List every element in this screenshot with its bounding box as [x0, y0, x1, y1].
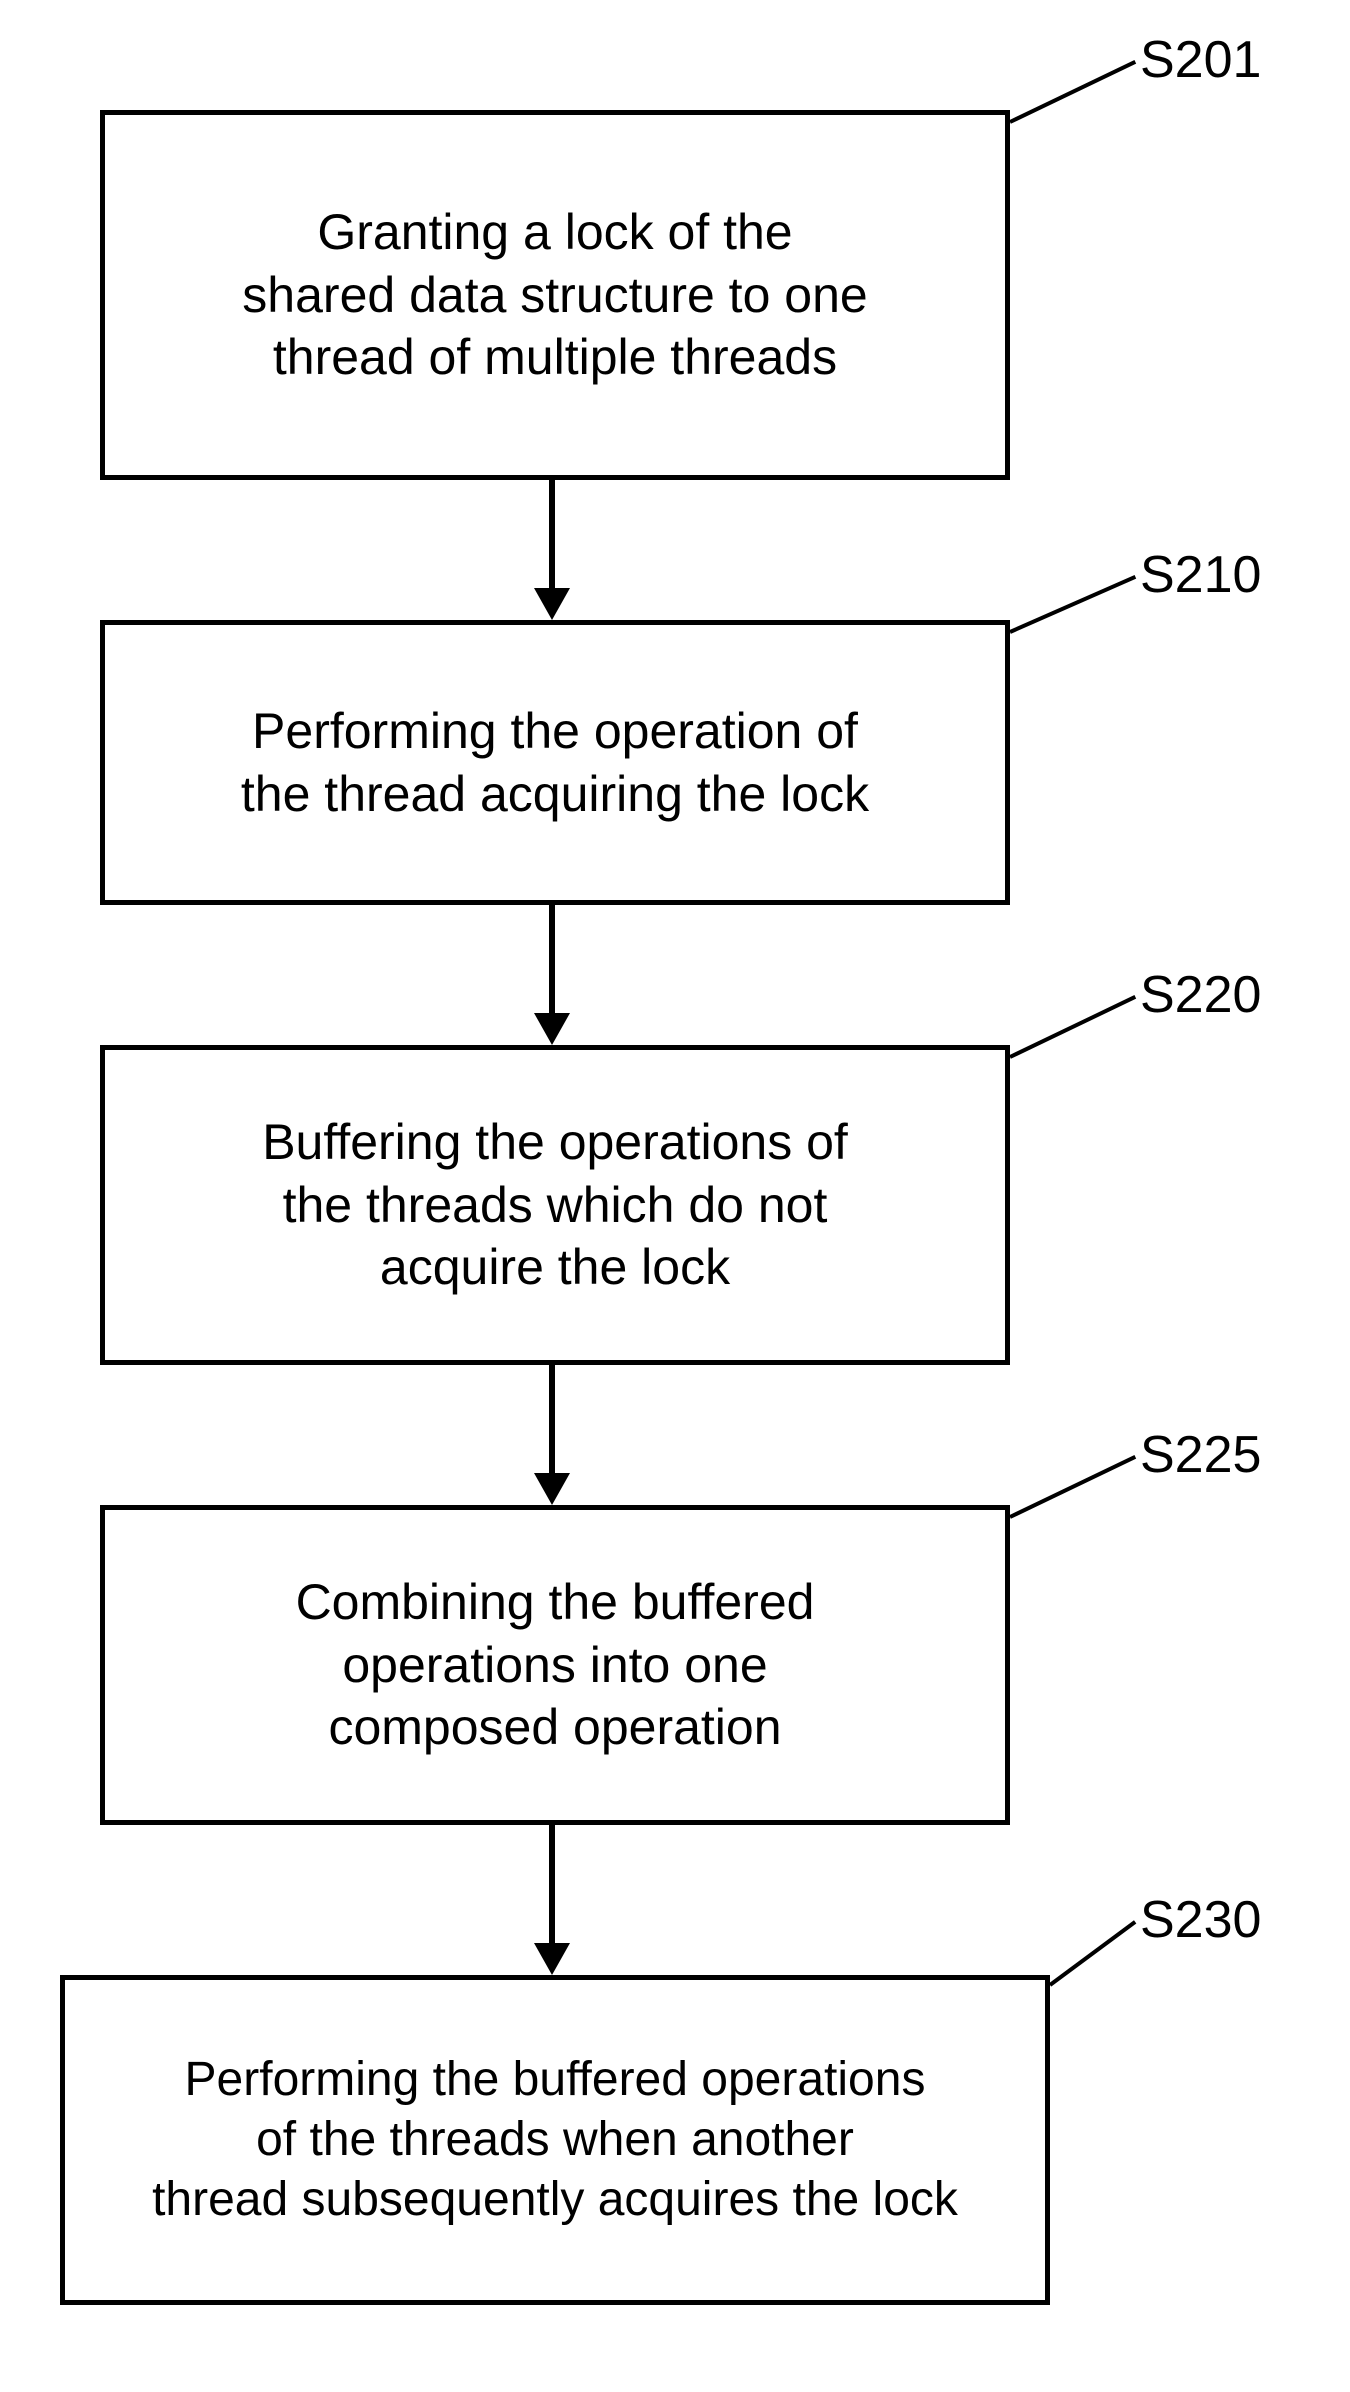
flowchart: { "style": { "box_border_color": "#00000…	[0, 0, 1350, 2392]
flow-arrow	[534, 1365, 570, 1505]
flow-step-s220: Buffering the operations ofthe threads w…	[100, 1045, 1010, 1365]
flow-step-text: Combining the bufferedoperations into on…	[296, 1571, 815, 1759]
lead-line	[1009, 1455, 1136, 1519]
arrow-head-icon	[534, 1013, 570, 1045]
flow-step-text: Granting a lock of theshared data struct…	[242, 201, 867, 389]
arrow-head-icon	[534, 588, 570, 620]
step-label-s210: S210	[1140, 545, 1261, 605]
step-label-s225: S225	[1140, 1425, 1261, 1485]
step-label-s220: S220	[1140, 965, 1261, 1025]
flow-arrow	[534, 1825, 570, 1975]
lead-line	[1009, 995, 1136, 1059]
arrow-shaft	[549, 1365, 555, 1473]
arrow-shaft	[549, 480, 555, 588]
flow-step-s225: Combining the bufferedoperations into on…	[100, 1505, 1010, 1825]
lead-line	[1009, 575, 1136, 634]
arrow-shaft	[549, 905, 555, 1013]
flow-step-text: Buffering the operations ofthe threads w…	[262, 1111, 848, 1299]
arrow-head-icon	[534, 1473, 570, 1505]
flow-arrow	[534, 480, 570, 620]
lead-line	[1049, 1920, 1136, 1986]
flow-step-text: Performing the buffered operationsof the…	[152, 2050, 958, 2230]
flow-step-s201: Granting a lock of theshared data struct…	[100, 110, 1010, 480]
step-label-s201: S201	[1140, 30, 1261, 90]
flow-step-text: Performing the operation ofthe thread ac…	[241, 700, 869, 825]
flow-step-s210: Performing the operation ofthe thread ac…	[100, 620, 1010, 905]
step-label-s230: S230	[1140, 1890, 1261, 1950]
flow-arrow	[534, 905, 570, 1045]
arrow-head-icon	[534, 1943, 570, 1975]
flow-step-s230: Performing the buffered operationsof the…	[60, 1975, 1050, 2305]
arrow-shaft	[549, 1825, 555, 1943]
lead-line	[1009, 60, 1136, 124]
